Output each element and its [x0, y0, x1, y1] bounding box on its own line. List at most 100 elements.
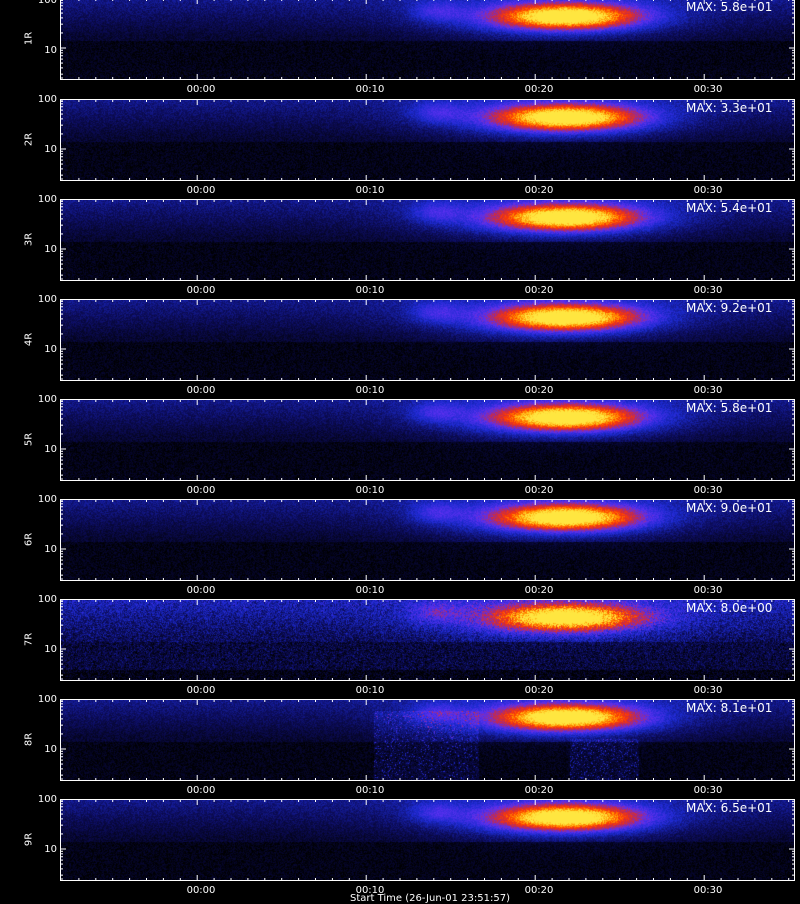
x-tick-label-0020: 00:20 — [524, 84, 554, 95]
y-tick-label-10: 10 — [44, 45, 57, 56]
y-tick-label-100: 100 — [37, 594, 57, 605]
x-tick-label-0010: 00:10 — [355, 185, 385, 196]
max-value-label: MAX: 8.0e+00 — [686, 601, 773, 615]
spectrogram-panel-1r: MAX: 5.8e+01 1R 100 10 00:00 00:10 00:20 00:30 — [0, 0, 800, 98]
spectrogram-heatmap — [61, 200, 794, 280]
spectrogram-panel-9r: MAX: 6.5e+01 9R 100 10 00:00 00:10 00:20 00:30 — [0, 794, 800, 899]
axis-ticks — [60, 0, 795, 80]
x-tick-label-0030: 00:30 — [693, 885, 723, 896]
axis-ticks — [60, 599, 795, 681]
spectrogram-heatmap — [61, 100, 794, 180]
max-value-label: MAX: 6.5e+01 — [686, 801, 773, 815]
y-tick-label-100: 100 — [37, 794, 57, 805]
spectrogram-plot-area — [60, 99, 795, 181]
max-value-label: MAX: 3.3e+01 — [686, 101, 773, 115]
y-tick-label-10: 10 — [44, 844, 57, 855]
spectrogram-heatmap — [61, 300, 794, 380]
y-tick-label-100: 100 — [37, 494, 57, 505]
spectrogram-plot-area — [60, 199, 795, 281]
y-tick-label-100: 100 — [37, 694, 57, 705]
x-tick-label-0000: 00:00 — [186, 185, 216, 196]
y-tick-label-100: 100 — [37, 0, 57, 6]
x-tick-label-0020: 00:20 — [524, 385, 554, 396]
x-tick-label-0030: 00:30 — [693, 385, 723, 396]
spectrogram-heatmap — [61, 700, 794, 780]
y-tick-label-100: 100 — [37, 194, 57, 205]
x-tick-label-0000: 00:00 — [186, 285, 216, 296]
spectrogram-plot-area — [60, 0, 795, 80]
x-tick-label-0030: 00:30 — [693, 485, 723, 496]
spectrogram-panel-5r: MAX: 5.8e+01 5R 100 10 00:00 00:10 00:20 00:30 — [0, 394, 800, 499]
axis-ticks — [60, 399, 795, 481]
x-tick-label-0020: 00:20 — [524, 685, 554, 696]
y-tick-label-10: 10 — [44, 544, 57, 555]
y-tick-label-10: 10 — [44, 444, 57, 455]
x-tick-label-0030: 00:30 — [693, 185, 723, 196]
max-value-label: MAX: 9.2e+01 — [686, 301, 773, 315]
max-value-label: MAX: 5.4e+01 — [686, 201, 773, 215]
x-tick-label-0030: 00:30 — [693, 685, 723, 696]
spectrogram-plot-area — [60, 499, 795, 581]
spectrogram-plot-area — [60, 699, 795, 781]
axis-ticks — [60, 699, 795, 781]
x-tick-label-0000: 00:00 — [186, 785, 216, 796]
spectrogram-heatmap — [61, 800, 794, 880]
spectrogram-heatmap — [61, 600, 794, 680]
y-tick-label-10: 10 — [44, 244, 57, 255]
x-tick-label-0020: 00:20 — [524, 485, 554, 496]
y-tick-label-100: 100 — [37, 94, 57, 105]
x-tick-label-0010: 00:10 — [355, 285, 385, 296]
x-tick-label-0010: 00:10 — [355, 785, 385, 796]
x-tick-label-0000: 00:00 — [186, 585, 216, 596]
x-tick-label-0000: 00:00 — [186, 885, 216, 896]
spectrogram-heatmap — [61, 0, 794, 79]
spectrogram-heatmap — [61, 500, 794, 580]
spectrogram-plot-area — [60, 799, 795, 881]
spectrogram-heatmap — [61, 400, 794, 480]
x-tick-label-0010: 00:10 — [355, 685, 385, 696]
x-tick-label-0020: 00:20 — [524, 885, 554, 896]
spectrogram-plot-area — [60, 599, 795, 681]
x-tick-label-0000: 00:00 — [186, 685, 216, 696]
x-tick-label-0010: 00:10 — [355, 485, 385, 496]
spectrogram-panel-8r: MAX: 8.1e+01 8R 100 10 00:00 00:10 00:20 00:30 — [0, 694, 800, 799]
spectrogram-panel-4r: MAX: 9.2e+01 4R 100 10 00:00 00:10 00:20 00:30 — [0, 294, 800, 399]
axis-ticks — [60, 99, 795, 181]
axis-ticks — [60, 799, 795, 881]
x-tick-label-0010: 00:10 — [355, 585, 385, 596]
y-tick-label-100: 100 — [37, 394, 57, 405]
spectrogram-panel-3r: MAX: 5.4e+01 3R 100 10 00:00 00:10 00:20 00:30 — [0, 194, 800, 299]
y-tick-label-10: 10 — [44, 344, 57, 355]
x-tick-label-0020: 00:20 — [524, 785, 554, 796]
axis-ticks — [60, 199, 795, 281]
max-value-label: MAX: 8.1e+01 — [686, 701, 773, 715]
spectrogram-panel-6r: MAX: 9.0e+01 6R 100 10 00:00 00:10 00:20 00:30 — [0, 494, 800, 599]
spectrogram-panel-7r: MAX: 8.0e+00 7R 100 10 00:00 00:10 00:20 00:30 — [0, 594, 800, 699]
x-tick-label-0000: 00:00 — [186, 84, 216, 95]
y-tick-label-100: 100 — [37, 294, 57, 305]
x-tick-label-0030: 00:30 — [693, 84, 723, 95]
axis-ticks — [60, 499, 795, 581]
y-tick-label-10: 10 — [44, 744, 57, 755]
y-tick-label-10: 10 — [44, 144, 57, 155]
x-tick-label-0010: 00:10 — [355, 84, 385, 95]
x-tick-label-0030: 00:30 — [693, 585, 723, 596]
spectrogram-plot-area — [60, 399, 795, 481]
x-tick-label-0030: 00:30 — [693, 285, 723, 296]
max-value-label: MAX: 5.8e+01 — [686, 0, 773, 14]
x-tick-label-0010: 00:10 — [355, 385, 385, 396]
axis-ticks — [60, 299, 795, 381]
x-axis-title: Start Time (26-Jun-01 23:51:57) — [350, 893, 510, 904]
spectrogram-panel-2r: MAX: 3.3e+01 2R 100 10 00:00 00:10 00:20 00:30 — [0, 94, 800, 199]
y-tick-label-10: 10 — [44, 644, 57, 655]
x-tick-label-0020: 00:20 — [524, 285, 554, 296]
max-value-label: MAX: 9.0e+01 — [686, 501, 773, 515]
x-tick-label-0030: 00:30 — [693, 785, 723, 796]
x-tick-label-0010: 00:10 — [355, 885, 385, 896]
x-tick-label-0020: 00:20 — [524, 185, 554, 196]
spectrogram-plot-area — [60, 299, 795, 381]
max-value-label: MAX: 5.8e+01 — [686, 401, 773, 415]
x-tick-label-0020: 00:20 — [524, 585, 554, 596]
x-tick-label-0000: 00:00 — [186, 485, 216, 496]
